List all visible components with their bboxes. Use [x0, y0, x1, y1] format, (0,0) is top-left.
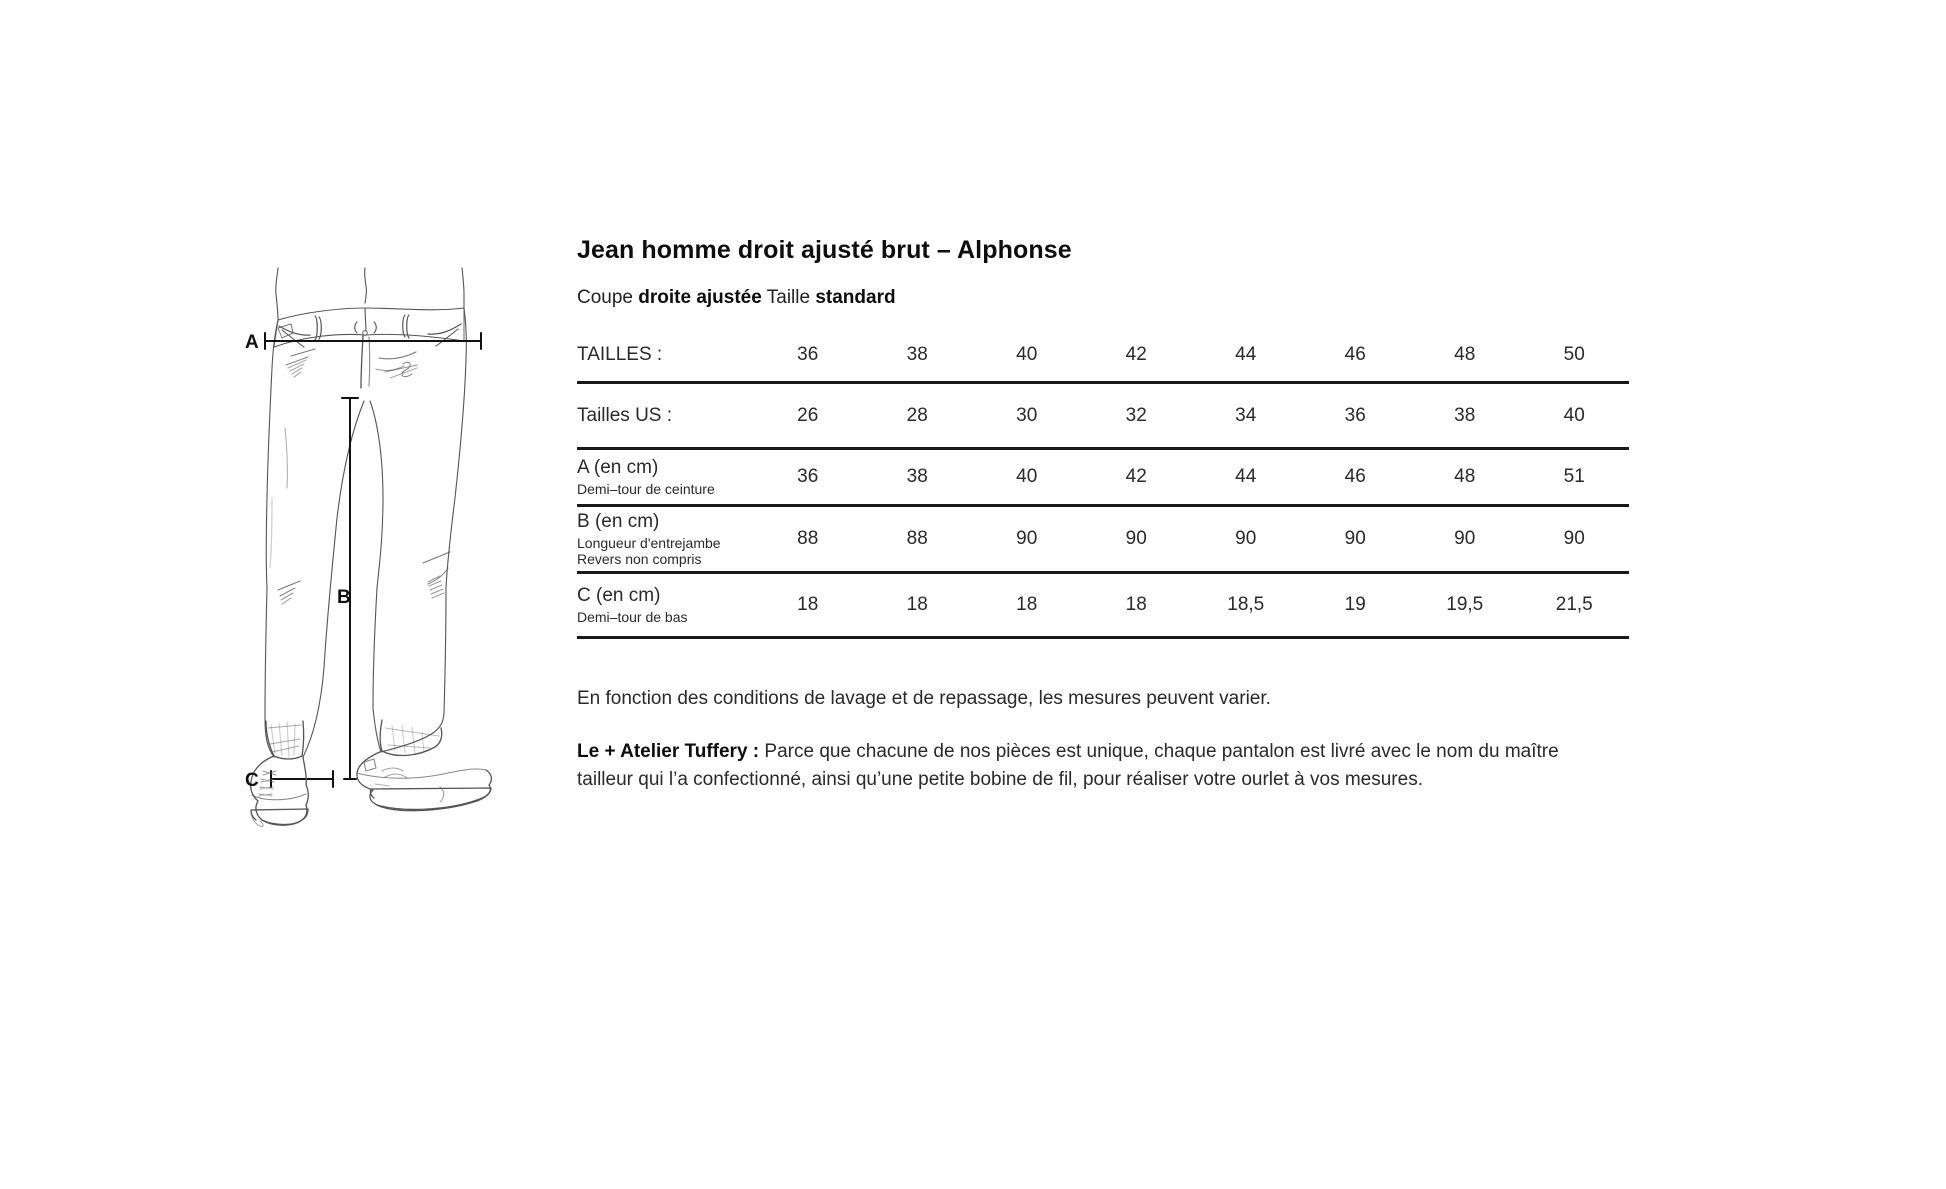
svg-text:B: B: [337, 587, 351, 608]
svg-text:C: C: [245, 770, 259, 791]
svg-text:A: A: [245, 332, 259, 353]
